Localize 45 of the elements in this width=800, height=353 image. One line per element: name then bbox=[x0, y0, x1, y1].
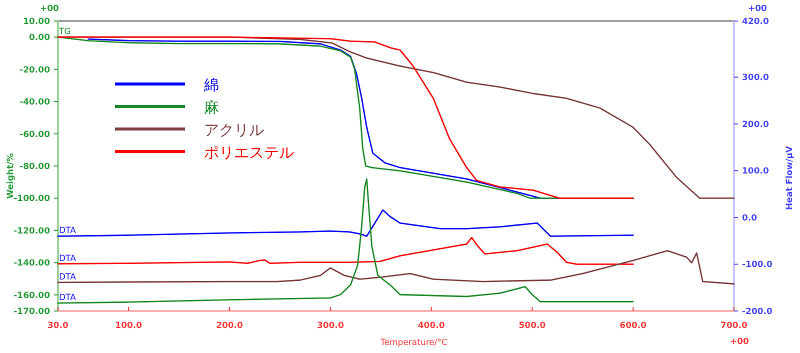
y2-tick-label: 100.0 bbox=[742, 166, 769, 177]
text: +00 bbox=[730, 337, 750, 347]
y-tick-label: 10.00 bbox=[23, 17, 50, 27]
x-tick-label: 30.0 bbox=[48, 321, 69, 331]
y2-tick-label: 420.0 bbox=[742, 17, 769, 27]
y-tick-label: 0.00 bbox=[29, 33, 50, 44]
y-tick-label: -120.00 bbox=[14, 226, 50, 236]
text: +00 bbox=[748, 4, 768, 14]
y-tick-label: -140.00 bbox=[14, 258, 50, 269]
annotation: TG bbox=[58, 27, 71, 38]
text: +00 bbox=[40, 4, 60, 14]
x-tick-label: 400.0 bbox=[418, 321, 445, 331]
x-tick-label: 500.0 bbox=[518, 321, 546, 331]
annotation: DTA bbox=[59, 254, 76, 264]
x-tick-label: 300.0 bbox=[316, 321, 344, 331]
y2-tick-label: 300.0 bbox=[742, 73, 769, 84]
legend-label: ポリエステル bbox=[204, 144, 294, 162]
y2-tick-label: -100.0 bbox=[742, 260, 772, 270]
y2-tick-label: 0.0 bbox=[742, 213, 758, 224]
x-tick-label: 100.0 bbox=[115, 321, 142, 331]
x-axis-title: Temperature/°C bbox=[380, 338, 448, 348]
legend-label: アクリル bbox=[204, 121, 264, 139]
y-tick-label: -160.00 bbox=[14, 290, 50, 301]
annotation: DTA bbox=[59, 226, 76, 236]
y-tick-label: -40.00 bbox=[20, 98, 50, 108]
line-series bbox=[57, 209, 634, 237]
x-tick-label: 200.0 bbox=[216, 321, 244, 331]
y-tick-label: -80.00 bbox=[20, 162, 50, 172]
y-tick-label: -100.00 bbox=[14, 194, 50, 204]
y2-tick-label: -200.0 bbox=[742, 307, 772, 317]
line-series bbox=[57, 178, 634, 304]
y2-tick-label: 200.0 bbox=[742, 120, 769, 130]
y-axis-title: Weight/% bbox=[6, 152, 16, 199]
y-tick-label: -170.00 bbox=[14, 307, 50, 317]
line-series bbox=[57, 250, 735, 285]
annotation: DTA bbox=[59, 272, 76, 282]
y2-axis-title: Heat Flow/μV bbox=[785, 146, 795, 210]
legend-label: 麻 bbox=[204, 98, 219, 116]
y-tick-label: -20.00 bbox=[20, 65, 50, 76]
x-tick-label: 600.0 bbox=[620, 321, 647, 331]
annotation: DTA bbox=[59, 293, 76, 304]
legend-label: 綿 bbox=[203, 76, 219, 94]
x-tick-label: 700.0 bbox=[720, 321, 748, 331]
line-series bbox=[57, 236, 634, 265]
y-tick-label: -60.00 bbox=[20, 130, 50, 140]
